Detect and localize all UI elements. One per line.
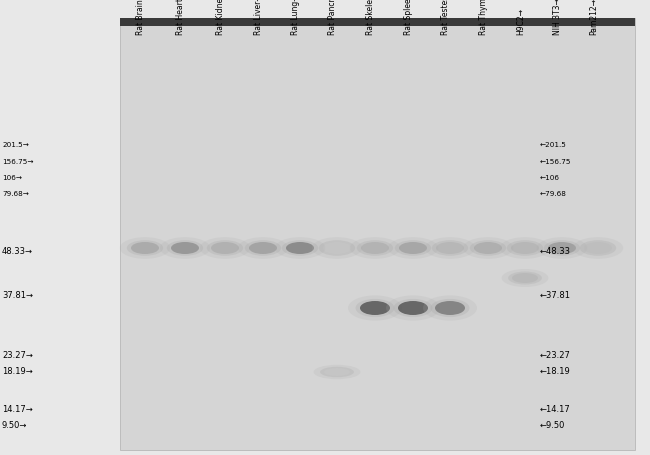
Ellipse shape <box>350 237 400 259</box>
Ellipse shape <box>324 368 350 376</box>
Text: ←23.27: ←23.27 <box>540 350 571 359</box>
Text: Rat Spleen→: Rat Spleen→ <box>404 0 413 35</box>
Ellipse shape <box>425 237 475 259</box>
Ellipse shape <box>361 242 389 254</box>
Text: ←37.81: ←37.81 <box>540 292 571 300</box>
Ellipse shape <box>423 295 477 321</box>
Text: Rat Heart→: Rat Heart→ <box>176 0 185 35</box>
Text: 106→: 106→ <box>2 175 22 181</box>
Text: 37.81→: 37.81→ <box>2 292 33 300</box>
Text: Rat Brain→: Rat Brain→ <box>136 0 145 35</box>
Text: ←106: ←106 <box>540 175 560 181</box>
Text: 201.5→: 201.5→ <box>2 142 29 148</box>
Text: 48.33→: 48.33→ <box>2 248 33 257</box>
Ellipse shape <box>432 240 468 256</box>
Ellipse shape <box>312 237 362 259</box>
Text: Rat Testes→: Rat Testes→ <box>441 0 450 35</box>
Ellipse shape <box>386 295 440 321</box>
Ellipse shape <box>313 365 360 379</box>
Ellipse shape <box>167 240 203 256</box>
Ellipse shape <box>356 299 395 317</box>
Text: Rat Lung→: Rat Lung→ <box>291 0 300 35</box>
Text: ←79.68: ←79.68 <box>540 191 567 197</box>
Ellipse shape <box>249 242 277 254</box>
Ellipse shape <box>537 237 587 259</box>
Ellipse shape <box>584 242 612 254</box>
Text: 14.17→: 14.17→ <box>2 405 32 415</box>
Text: ←201.5: ←201.5 <box>540 142 567 148</box>
Text: Rat Kidney→: Rat Kidney→ <box>216 0 225 35</box>
Ellipse shape <box>200 237 250 259</box>
Text: 156.75→: 156.75→ <box>2 159 34 165</box>
Bar <box>120 18 635 26</box>
Ellipse shape <box>573 237 623 259</box>
Ellipse shape <box>171 242 199 254</box>
Ellipse shape <box>507 240 543 256</box>
Ellipse shape <box>399 242 427 254</box>
Text: 23.27→: 23.27→ <box>2 350 33 359</box>
Text: Rat Liver→: Rat Liver→ <box>254 0 263 35</box>
Ellipse shape <box>318 240 355 256</box>
Ellipse shape <box>160 237 210 259</box>
Text: ←48.33: ←48.33 <box>540 248 571 257</box>
Text: ←9.50: ←9.50 <box>540 421 566 430</box>
Ellipse shape <box>580 240 616 256</box>
Ellipse shape <box>544 240 580 256</box>
Ellipse shape <box>357 240 393 256</box>
Ellipse shape <box>286 242 314 254</box>
Ellipse shape <box>238 237 288 259</box>
Ellipse shape <box>548 242 576 254</box>
Text: 18.19→: 18.19→ <box>2 368 32 376</box>
Ellipse shape <box>512 273 538 283</box>
Ellipse shape <box>500 237 550 259</box>
Ellipse shape <box>127 240 163 256</box>
Ellipse shape <box>388 237 438 259</box>
Text: 9.50→: 9.50→ <box>2 421 27 430</box>
Ellipse shape <box>435 301 465 315</box>
Ellipse shape <box>348 295 402 321</box>
Text: H9C2→: H9C2→ <box>516 8 525 35</box>
Ellipse shape <box>360 301 390 315</box>
Ellipse shape <box>211 242 239 254</box>
Ellipse shape <box>207 240 243 256</box>
Ellipse shape <box>508 272 542 284</box>
Text: ←14.17: ←14.17 <box>540 405 571 415</box>
Ellipse shape <box>393 299 432 317</box>
Ellipse shape <box>470 240 506 256</box>
Ellipse shape <box>436 242 464 254</box>
Text: Pam212→: Pam212→ <box>589 0 598 35</box>
Ellipse shape <box>474 242 502 254</box>
Ellipse shape <box>131 242 159 254</box>
Ellipse shape <box>245 240 281 256</box>
Ellipse shape <box>282 240 318 256</box>
Text: NIH 3T3→: NIH 3T3→ <box>553 0 562 35</box>
Text: Rat Skeletal Muscle→: Rat Skeletal Muscle→ <box>366 0 375 35</box>
Ellipse shape <box>320 367 354 377</box>
Text: Rat Pancreas→: Rat Pancreas→ <box>328 0 337 35</box>
Text: Rat Thymus→: Rat Thymus→ <box>479 0 488 35</box>
Text: ←156.75: ←156.75 <box>540 159 571 165</box>
Ellipse shape <box>463 237 514 259</box>
Ellipse shape <box>511 242 539 254</box>
Ellipse shape <box>398 301 428 315</box>
Ellipse shape <box>323 242 351 254</box>
Ellipse shape <box>502 269 549 287</box>
Ellipse shape <box>275 237 325 259</box>
Bar <box>120 18 635 450</box>
Ellipse shape <box>430 299 469 317</box>
Ellipse shape <box>120 237 170 259</box>
Text: ←18.19: ←18.19 <box>540 368 571 376</box>
Text: 79.68→: 79.68→ <box>2 191 29 197</box>
Ellipse shape <box>395 240 431 256</box>
